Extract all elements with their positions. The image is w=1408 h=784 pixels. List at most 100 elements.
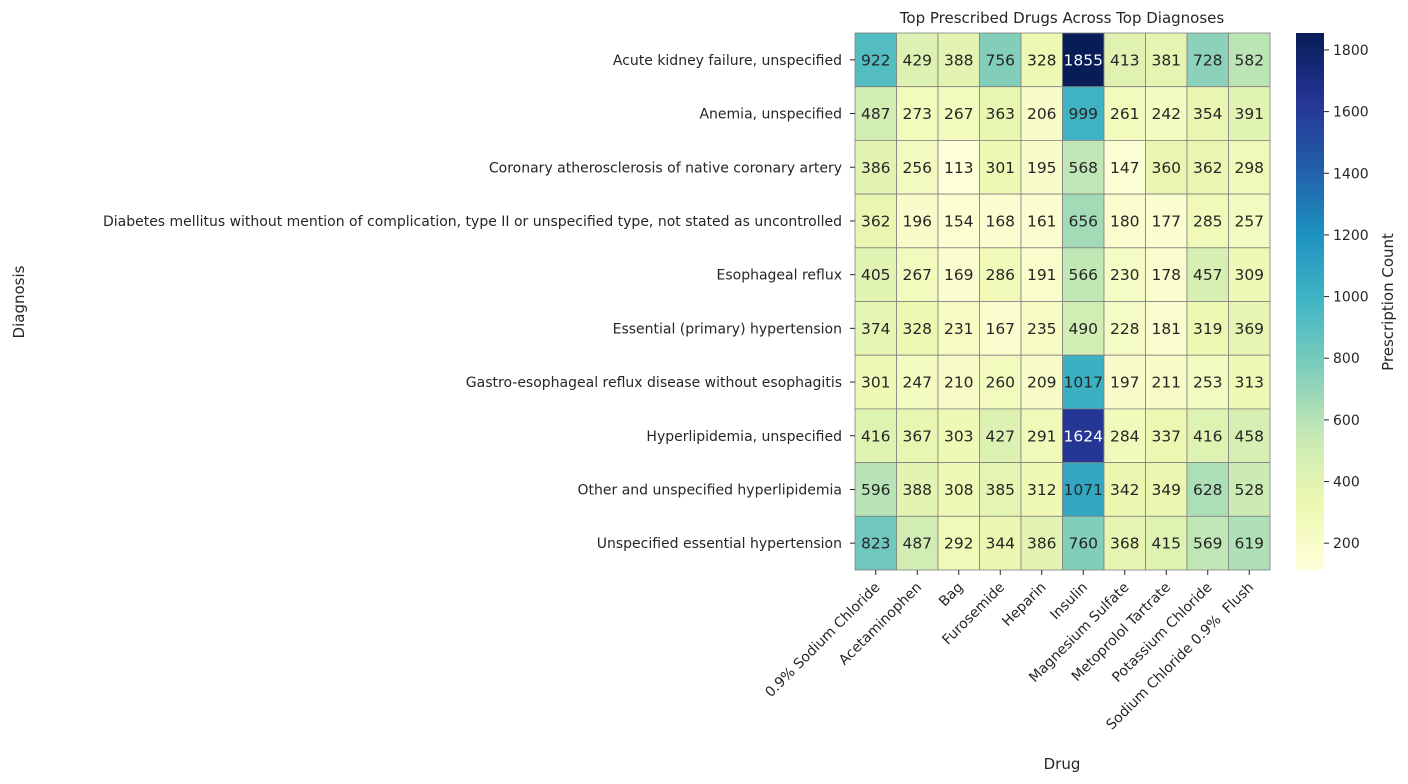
colorbar-tick-label: 400	[1333, 475, 1360, 491]
cell-value: 367	[902, 427, 932, 445]
heatmap-cell	[937, 301, 980, 356]
heatmap-cell	[1103, 408, 1146, 463]
cell-value: 569	[1193, 535, 1223, 553]
heatmap-cell	[979, 462, 1022, 517]
cell-value: 195	[1027, 159, 1057, 177]
heatmap-cell	[1020, 462, 1063, 517]
heatmap-cell	[896, 139, 939, 195]
heatmap-cell	[1062, 408, 1105, 463]
heatmap-cell	[979, 354, 1022, 410]
heatmap-cell	[1103, 247, 1146, 302]
cell-value: 206	[1027, 105, 1057, 123]
cell-value: 273	[902, 105, 932, 123]
heatmap-cell	[1145, 32, 1188, 88]
heatmap-cell	[1186, 193, 1229, 249]
heatmap-cell	[1062, 301, 1105, 356]
cell-value: 209	[1027, 374, 1057, 392]
cell-value: 1071	[1064, 481, 1103, 499]
colorbar-tick-label: 600	[1333, 413, 1360, 429]
heatmap-cell	[1103, 354, 1146, 410]
cell-value: 413	[1110, 51, 1140, 69]
colorbar-tick-label: 1600	[1333, 105, 1369, 121]
cell-value: 385	[985, 481, 1015, 499]
cell-value: 235	[1027, 320, 1057, 338]
cell-value: 386	[861, 159, 891, 177]
heatmap-cell	[937, 32, 980, 88]
cell-value: 381	[1151, 51, 1181, 69]
cell-value: 360	[1151, 159, 1181, 177]
cell-value: 487	[902, 535, 932, 553]
cell-value: 313	[1234, 374, 1264, 392]
cell-value: 596	[861, 481, 891, 499]
heatmap-cell	[1145, 515, 1188, 571]
cell-value: 328	[902, 320, 932, 338]
heatmap-cell	[1186, 301, 1229, 356]
cell-value: 256	[902, 159, 932, 177]
cell-value: 427	[985, 427, 1015, 445]
cell-value: 180	[1110, 212, 1140, 230]
heatmap-cell	[1062, 354, 1105, 410]
row-label: Anemia, unspecified	[699, 107, 842, 123]
row-label: Unspecified essential hypertension	[597, 536, 842, 552]
cell-value: 416	[1193, 427, 1223, 445]
heatmap-cell	[1186, 515, 1229, 571]
heatmap-cell	[1228, 86, 1271, 141]
heatmap-cell	[854, 301, 897, 356]
column-label: Heparin	[999, 580, 1049, 630]
cell-value: 309	[1234, 266, 1264, 284]
row-label: Gastro-esophageal reflux disease without…	[466, 375, 842, 391]
cell-value: 260	[985, 374, 1015, 392]
heatmap-cell	[1020, 408, 1063, 463]
cell-value: 368	[1110, 535, 1140, 553]
heatmap-cell	[1020, 247, 1063, 302]
cell-value: 177	[1151, 212, 1181, 230]
heatmap-cell	[1228, 462, 1271, 517]
heatmap-cell	[1062, 193, 1105, 249]
colorbar-label: Prescription Count	[1379, 233, 1397, 371]
cell-value: 253	[1193, 374, 1223, 392]
cell-value: 528	[1234, 481, 1264, 499]
cell-value: 388	[944, 51, 974, 69]
cell-value: 1855	[1064, 51, 1103, 69]
cell-value: 328	[1027, 51, 1057, 69]
cell-value: 231	[944, 320, 974, 338]
cell-value: 301	[861, 374, 891, 392]
cell-value: 429	[902, 51, 932, 69]
cell-value: 312	[1027, 481, 1057, 499]
heatmap-cell	[1228, 354, 1271, 410]
cell-value: 458	[1234, 427, 1264, 445]
cell-value: 342	[1110, 481, 1140, 499]
heatmap-cell	[1186, 462, 1229, 517]
cell-value: 416	[861, 427, 891, 445]
cell-value: 388	[902, 481, 932, 499]
y-axis-label: Diagnosis	[10, 265, 28, 338]
heatmap-cell	[1020, 301, 1063, 356]
heatmap-cell	[1186, 86, 1229, 141]
colorbar-tick-label: 1000	[1333, 290, 1369, 306]
heatmap-cell	[979, 515, 1022, 571]
heatmap-cell	[896, 462, 939, 517]
heatmap-cell	[1228, 515, 1271, 571]
row-label: Hyperlipidemia, unspecified	[646, 429, 842, 445]
heatmap-cell	[979, 408, 1022, 463]
cell-value: 181	[1151, 320, 1181, 338]
heatmap-cell	[937, 462, 980, 517]
cell-value: 196	[902, 212, 932, 230]
heatmap-cell	[1145, 354, 1188, 410]
cell-value: 161	[1027, 212, 1057, 230]
heatmap-cell	[937, 247, 980, 302]
cell-value: 728	[1193, 51, 1223, 69]
colorbar-tick-label: 1200	[1333, 228, 1369, 244]
heatmap-cell	[854, 32, 897, 88]
cell-value: 303	[944, 427, 974, 445]
cell-value: 566	[1068, 266, 1098, 284]
cell-value: 1624	[1064, 427, 1103, 445]
heatmap-cell	[1020, 515, 1063, 571]
cell-value: 415	[1151, 535, 1181, 553]
heatmap-cell	[854, 515, 897, 571]
heatmap-cell	[979, 86, 1022, 141]
cell-value: 210	[944, 374, 974, 392]
cell-value: 457	[1193, 266, 1223, 284]
